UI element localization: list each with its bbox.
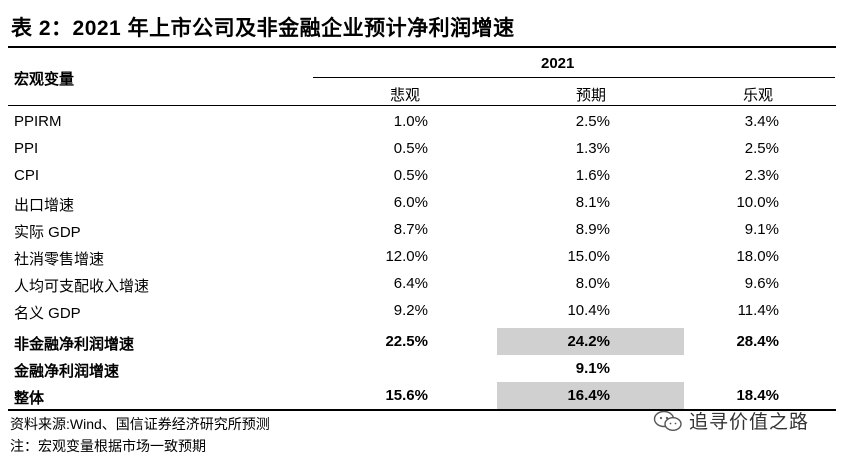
cell-pessimistic: 1.0% xyxy=(393,113,428,130)
table-row: 金融净利润增速 9.1% xyxy=(0,355,844,382)
cell-optimistic: 2.3% xyxy=(744,167,779,184)
row-label: 整体 xyxy=(14,390,45,407)
table-row: CPI 0.5% 1.6% 2.3% xyxy=(0,162,844,189)
cell-expected: 8.1% xyxy=(575,194,610,211)
table-row: 实际 GDP 8.7% 8.9% 9.1% xyxy=(0,216,844,243)
wechat-icon xyxy=(653,410,682,431)
table-row: PPIRM 1.0% 2.5% 3.4% xyxy=(0,108,844,135)
cell-optimistic: 9.1% xyxy=(744,221,779,238)
cell-expected: 15.0% xyxy=(567,248,610,265)
row-label: PPIRM xyxy=(14,113,62,130)
cell-expected: 24.2% xyxy=(567,333,610,350)
row-label: PPI xyxy=(14,140,39,157)
row-label: 非金融净利润增速 xyxy=(14,336,135,353)
cell-pessimistic: 22.5% xyxy=(385,333,428,350)
table-row: 出口增速 6.0% 8.1% 10.0% xyxy=(0,189,844,216)
table-row: 名义 GDP 9.2% 10.4% 11.4% xyxy=(0,297,844,324)
cell-expected: 9.1% xyxy=(575,360,610,377)
table-row: PPI 0.5% 1.3% 2.5% xyxy=(0,135,844,162)
cell-pessimistic: 12.0% xyxy=(385,248,428,265)
column-header-expected: 预期 xyxy=(575,87,606,104)
cell-expected: 1.3% xyxy=(575,140,610,157)
cell-optimistic: 3.4% xyxy=(744,113,779,130)
watermark: 追寻价值之路 xyxy=(653,407,809,434)
row-label: 实际 GDP xyxy=(14,224,81,241)
row-label: CPI xyxy=(14,167,40,184)
cell-expected: 8.9% xyxy=(575,221,610,238)
watermark-text: 追寻价值之路 xyxy=(689,412,810,433)
source-note: 资料来源:Wind、国信证券经济研究所预测 xyxy=(10,416,270,432)
footnote: 注：宏观变量根据市场一致预期 xyxy=(10,438,206,454)
cell-expected: 16.4% xyxy=(567,387,610,404)
cell-expected: 1.6% xyxy=(575,167,610,184)
table-row: 社消零售增速 12.0% 15.0% 18.0% xyxy=(0,243,844,270)
cell-optimistic: 9.6% xyxy=(744,275,779,292)
column-header-pessimistic: 悲观 xyxy=(389,87,420,104)
cell-pessimistic: 6.0% xyxy=(393,194,428,211)
row-label: 金融净利润增速 xyxy=(14,363,120,380)
row-header-label: 宏观变量 xyxy=(14,71,75,88)
cell-expected: 2.5% xyxy=(575,113,610,130)
cell-pessimistic: 9.2% xyxy=(393,302,428,319)
column-header-optimistic: 乐观 xyxy=(742,87,773,104)
table-title: 表 2：2021 年上市公司及非金融企业预计净利润增速 xyxy=(11,17,515,40)
year-header: 2021 xyxy=(541,55,575,72)
title-rule xyxy=(8,46,836,48)
row-label: 人均可支配收入增速 xyxy=(14,278,150,295)
cell-optimistic: 2.5% xyxy=(744,140,779,157)
cell-optimistic: 28.4% xyxy=(736,333,779,350)
year-rule xyxy=(313,77,835,78)
cell-optimistic: 11.4% xyxy=(737,302,779,319)
table-row: 非金融净利润增速 22.5% 24.2% 28.4% xyxy=(0,328,844,355)
cell-optimistic: 18.4% xyxy=(736,387,779,404)
cell-pessimistic: 15.6% xyxy=(385,387,428,404)
cell-pessimistic: 8.7% xyxy=(393,221,428,238)
cell-pessimistic: 0.5% xyxy=(393,140,428,157)
highlight-cell xyxy=(497,328,684,355)
bottom-rule xyxy=(8,409,836,411)
cell-optimistic: 10.0% xyxy=(736,194,779,211)
cell-pessimistic: 6.4% xyxy=(393,275,428,292)
table-row: 人均可支配收入增速 6.4% 8.0% 9.6% xyxy=(0,270,844,297)
row-label: 出口增速 xyxy=(14,197,75,214)
table-title-bar: 表 2：2021 年上市公司及非金融企业预计净利润增速 xyxy=(0,0,844,46)
cell-expected: 8.0% xyxy=(575,275,610,292)
cell-expected: 10.4% xyxy=(567,302,610,319)
cell-optimistic: 18.0% xyxy=(736,248,779,265)
header-rule xyxy=(8,105,836,106)
table-row: 整体 15.6% 16.4% 18.4% xyxy=(0,382,844,409)
row-label: 社消零售增速 xyxy=(14,251,105,268)
row-label: 名义 GDP xyxy=(14,305,81,322)
highlight-cell xyxy=(497,382,684,409)
cell-pessimistic: 0.5% xyxy=(393,167,428,184)
